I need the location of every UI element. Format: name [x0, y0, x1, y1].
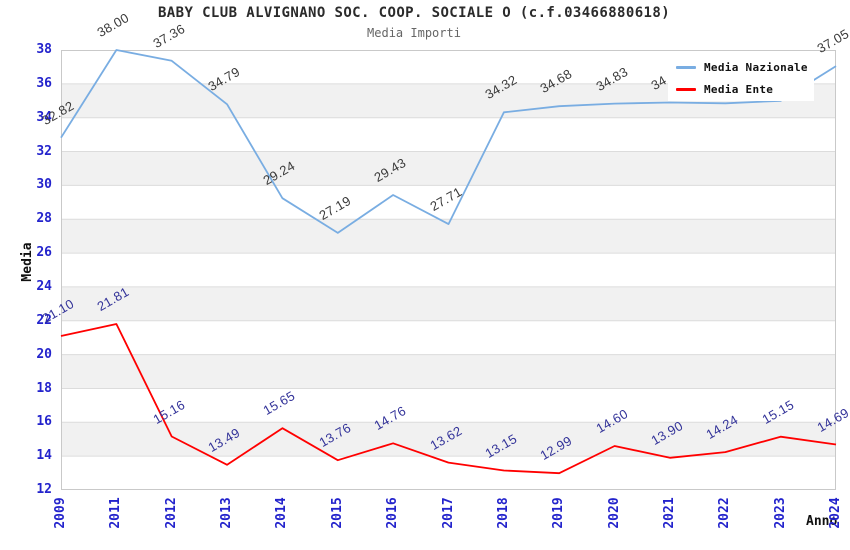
- legend-label: Media Ente: [704, 82, 774, 96]
- chart-subtitle: Media Importi: [367, 26, 461, 40]
- y-tick-label: 20: [36, 346, 52, 362]
- grid-band: [61, 151, 836, 186]
- x-tick-label: 2016: [385, 497, 401, 529]
- y-tick-label: 16: [36, 414, 52, 430]
- x-tick-label: 2014: [274, 497, 290, 529]
- x-tick-label: 2017: [440, 497, 456, 529]
- legend: Media Nazionale Media Ente: [668, 55, 814, 101]
- point-label: 15.65: [260, 388, 298, 419]
- point-label: 12.99: [537, 433, 575, 464]
- y-tick-label: 14: [36, 448, 52, 464]
- y-tick-label: 12: [36, 482, 52, 497]
- y-tick-label: 34: [36, 109, 52, 125]
- x-tick-label: 2013: [219, 497, 235, 529]
- point-label: 14.76: [371, 403, 409, 434]
- x-tick-label: 2011: [108, 497, 124, 529]
- point-label: 32.82: [39, 97, 77, 128]
- x-tick-label: 2021: [661, 497, 677, 529]
- grid-band: [61, 286, 836, 321]
- y-tick-label: 28: [36, 211, 52, 227]
- chart-title: BABY CLUB ALVIGNANO SOC. COOP. SOCIALE O…: [157, 5, 671, 21]
- y-tick-label: 38: [36, 42, 52, 57]
- x-tick-label: 2012: [163, 497, 179, 529]
- point-label: 27.19: [316, 192, 354, 223]
- point-label: 15.16: [150, 396, 188, 427]
- x-tick-label: 2018: [495, 497, 511, 529]
- x-tick-label: 2019: [551, 497, 567, 529]
- y-tick-label: 36: [36, 75, 52, 91]
- point-label: 15.15: [759, 396, 797, 427]
- point-label: 27.71: [427, 184, 464, 215]
- legend-label: Media Nazionale: [704, 60, 808, 74]
- series-line-media-nazionale: [60, 49, 837, 234]
- grid-band: [61, 354, 836, 389]
- legend-line-swatch: [676, 87, 696, 91]
- point-label: 13.90: [648, 417, 686, 448]
- y-tick-label: 18: [36, 380, 52, 396]
- x-axis-title: Anno: [806, 514, 838, 529]
- plot-area: 32.82 38.00 37.36 34.79 29.24 27.19 29.43 27.71…: [40, 10, 850, 490]
- point-label: 14.24: [703, 412, 741, 443]
- grid-band: [61, 422, 836, 457]
- y-tick-label: 22: [36, 312, 52, 328]
- x-tick-label: 2020: [606, 497, 622, 529]
- legend-item-media-ente: Media Ente: [668, 80, 814, 98]
- y-tick-label: 30: [36, 177, 52, 193]
- point-label: 34: [648, 71, 669, 93]
- point-labels-layer: 32.82 38.00 37.36 34.79 29.24 27.19 29.43 27.71…: [40, 10, 850, 490]
- x-tick-label: 2015: [329, 497, 345, 529]
- point-label: 14.69: [814, 404, 850, 435]
- legend-item-media-nazionale: Media Nazionale: [668, 58, 814, 76]
- point-label: 13.15: [482, 430, 520, 461]
- series-line-media-ente: [60, 323, 837, 475]
- point-label: 34.83: [593, 63, 631, 94]
- point-label: 13.49: [205, 424, 243, 455]
- point-label: 34.79: [205, 64, 243, 95]
- point-label: 34.68: [537, 66, 575, 97]
- point-label: 29.43: [371, 154, 409, 185]
- y-tick-label: 32: [36, 143, 52, 159]
- y-tick-label: 24: [36, 278, 52, 294]
- point-label: 14.60: [593, 405, 631, 436]
- x-tick-label: 2024: [828, 497, 843, 529]
- point-label: 34.32: [482, 72, 520, 103]
- x-tick-label: 2023: [772, 497, 788, 529]
- plot-canvas: [60, 49, 837, 490]
- point-label: 21.10: [39, 295, 77, 326]
- y-tick-label: 26: [36, 245, 52, 261]
- point-label: 29.24: [260, 158, 298, 189]
- x-tick-label: 2009: [53, 497, 68, 529]
- point-label: 21.81: [94, 283, 132, 314]
- legend-line-swatch: [676, 65, 696, 69]
- point-label: 13.62: [427, 422, 464, 453]
- plot-border: [61, 50, 836, 490]
- point-label: 13.76: [316, 420, 354, 451]
- x-tick-label: 2022: [717, 497, 733, 529]
